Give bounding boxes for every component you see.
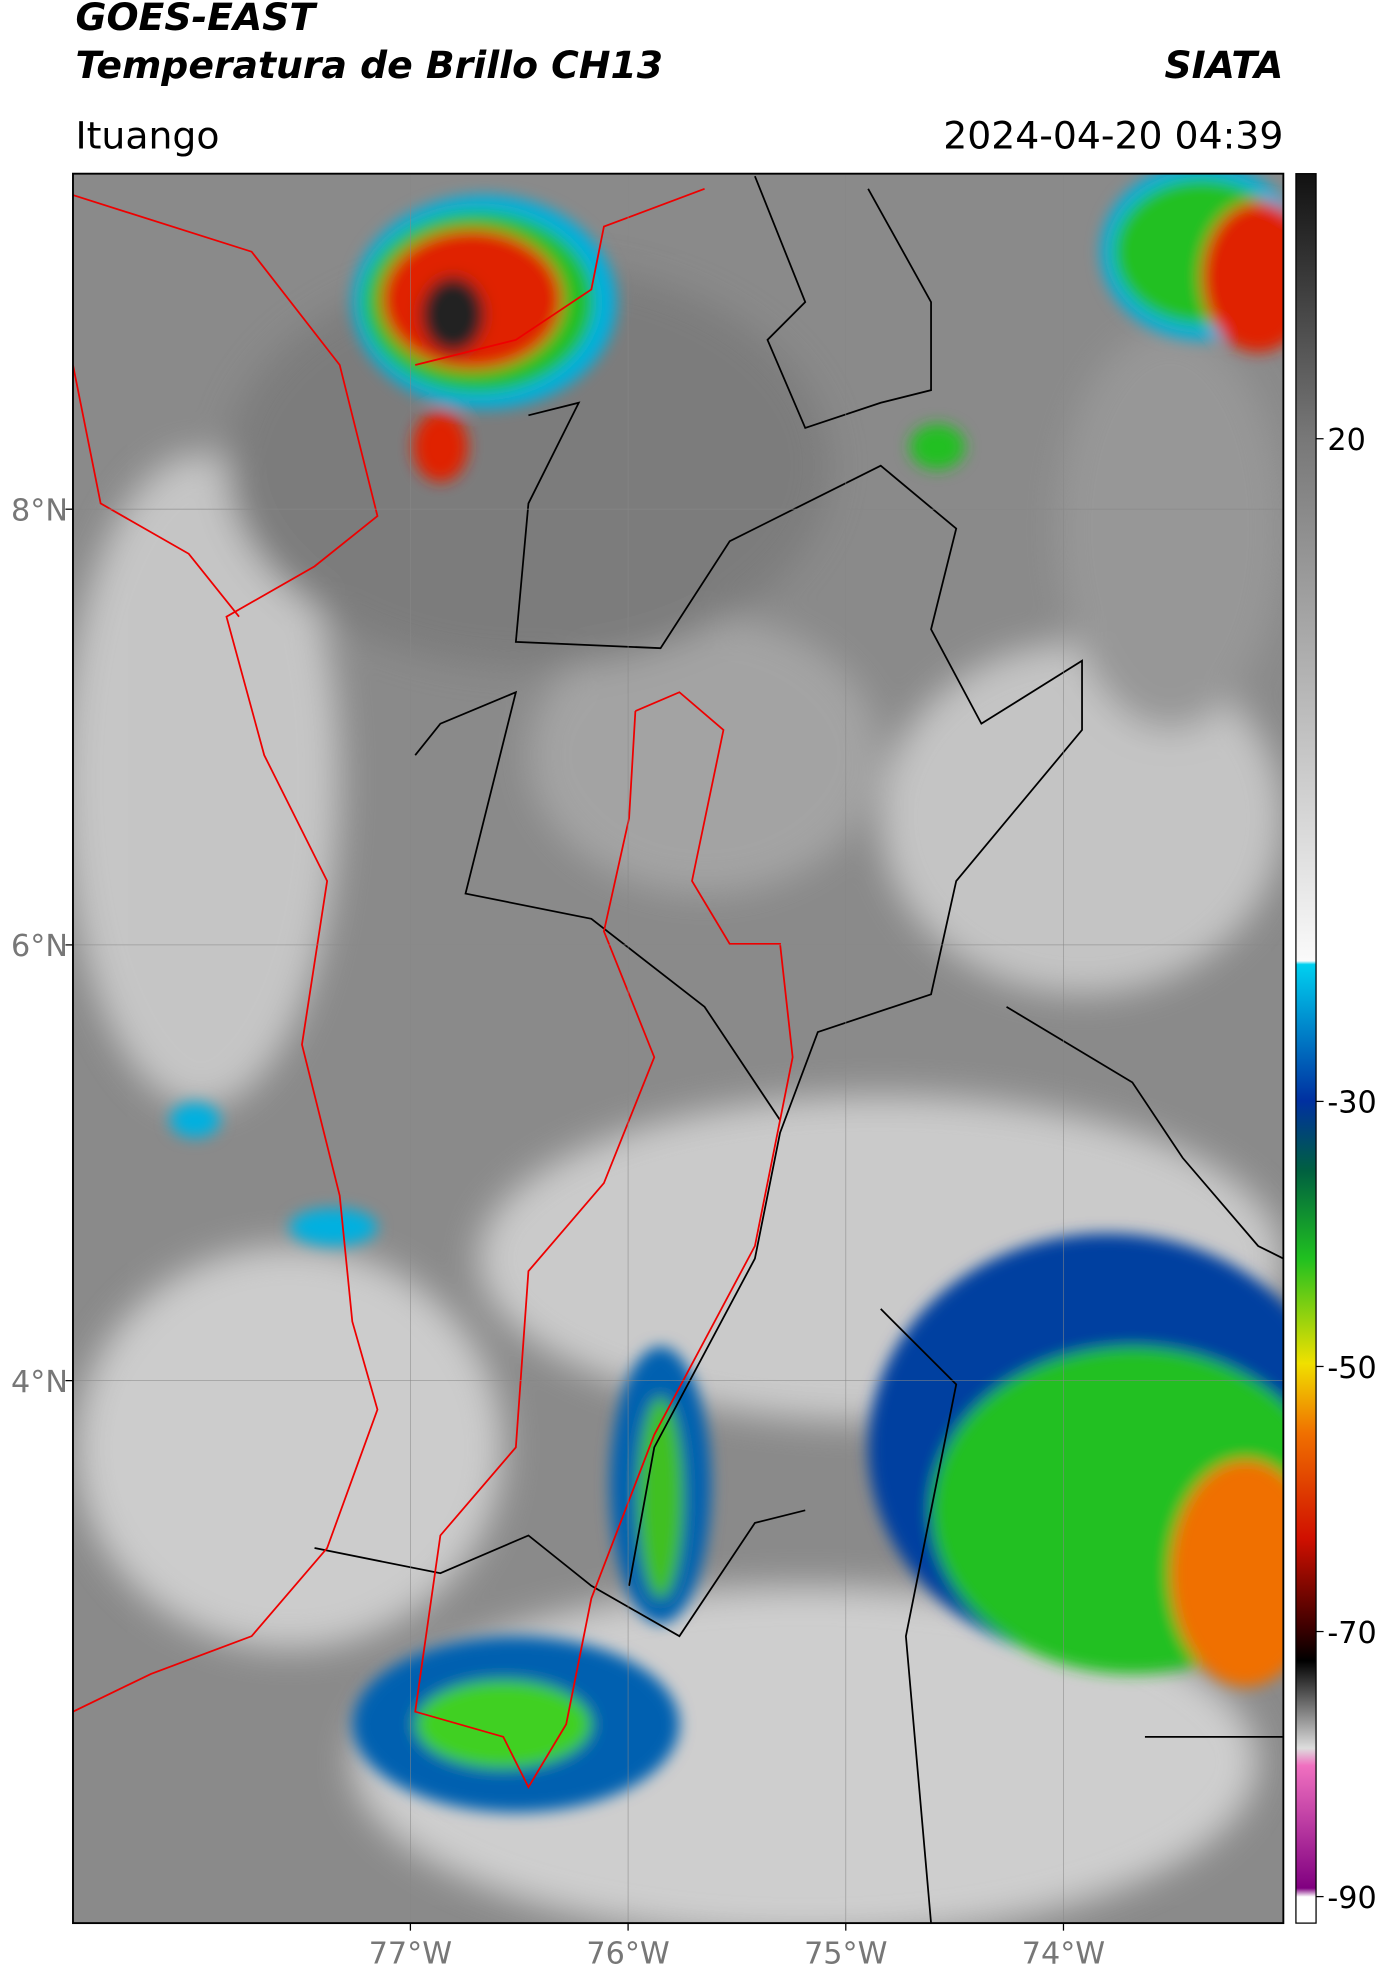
subtitle: Temperatura de Brillo CH13: [75, 43, 662, 87]
map-frame: [72, 172, 1285, 1925]
colorbar: [1295, 173, 1317, 1924]
x-tick-label: 77°W: [369, 1936, 452, 1971]
colorbar-tick-label: -30: [1327, 1086, 1376, 1121]
x-tick-label: 75°W: [804, 1936, 887, 1971]
timestamp: 2024-04-20 04:39: [943, 114, 1283, 158]
y-tick-label: 8°N: [11, 494, 68, 529]
y-tick-label: 4°N: [11, 1365, 68, 1400]
x-tick-label: 76°W: [586, 1936, 669, 1971]
colorbar-tick-label: -90: [1327, 1881, 1376, 1916]
source: SIATA: [1164, 43, 1283, 87]
location: Ituango: [75, 114, 219, 158]
colorbar-ticks: 20 -30 -50 -70 -90: [1316, 423, 1377, 1916]
satellite-image: [72, 173, 1284, 1924]
colorbar-tick-label: -70: [1327, 1616, 1376, 1651]
grid: 77°W 76°W 75°W 74°W 8°N 6°N 4°N: [11, 173, 1284, 1971]
colorbar-tick-label: 20: [1327, 423, 1365, 458]
title: GOES-EAST: [75, 0, 318, 39]
x-tick-label: 74°W: [1022, 1936, 1105, 1971]
y-tick-label: 6°N: [11, 929, 68, 964]
colorbar-tick-label: -50: [1327, 1351, 1376, 1386]
